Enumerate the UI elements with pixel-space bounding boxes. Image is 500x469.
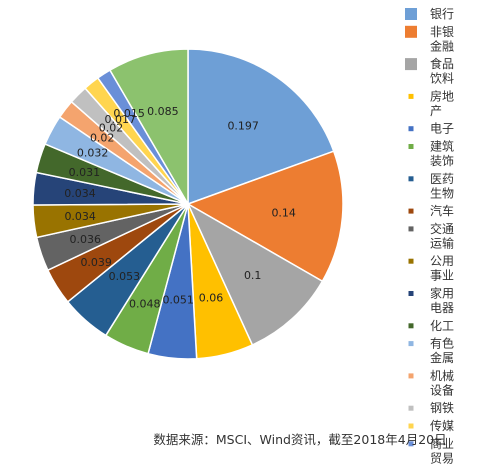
legend-swatch-16 bbox=[408, 441, 414, 447]
pie-value-label-17: 0.085 bbox=[147, 105, 179, 118]
legend-item-0: 银行 bbox=[405, 7, 454, 21]
pie-value-label-14: 0.02 bbox=[99, 122, 124, 135]
legend-swatch-3 bbox=[408, 93, 414, 99]
legend-item-4: 电子 bbox=[408, 122, 454, 136]
pie-value-label-10: 0.034 bbox=[64, 187, 96, 200]
legend-swatch-5 bbox=[408, 144, 414, 149]
legend-label-9: 公用事业 bbox=[430, 254, 454, 283]
legend-label-14: 钢铁 bbox=[430, 401, 454, 415]
pie-value-label-16: 0.015 bbox=[113, 107, 145, 120]
pie-value-label-1: 0.14 bbox=[271, 206, 296, 219]
pie-slice-2 bbox=[186, 202, 324, 346]
legend-item-6: 医药生物 bbox=[408, 172, 454, 201]
legend-swatch-11 bbox=[408, 323, 414, 329]
legend-item-12: 有色金属 bbox=[408, 337, 454, 366]
pie-value-label-7: 0.039 bbox=[80, 256, 112, 269]
source-note: 数据来源：MSCI、Wind资讯，截至2018年4月20日 bbox=[153, 432, 446, 447]
legend-item-9: 公用事业 bbox=[408, 254, 454, 283]
pie-value-label-11: 0.031 bbox=[69, 166, 101, 179]
legend-swatch-9 bbox=[408, 258, 414, 264]
pie-slices bbox=[32, 48, 344, 360]
legend-item-11: 化工 bbox=[408, 319, 454, 333]
legend-item-2: 食品饮料 bbox=[405, 56, 454, 86]
pie-value-label-8: 0.036 bbox=[70, 233, 102, 246]
pie-value-label-0: 0.197 bbox=[227, 119, 259, 132]
legend-item-10: 家用电器 bbox=[408, 286, 454, 316]
legend-label-8: 交通运输 bbox=[430, 221, 454, 251]
legend-item-16: 商业贸易 bbox=[408, 436, 454, 466]
legend-label-5: 建筑装饰 bbox=[430, 139, 454, 169]
legend-label-7: 汽车 bbox=[430, 203, 454, 218]
legend-label-12: 有色金属 bbox=[430, 337, 454, 366]
legend-swatch-13 bbox=[408, 373, 414, 379]
legend-swatch-10 bbox=[408, 291, 414, 296]
legend-label-3: 房地产 bbox=[430, 88, 454, 118]
legend-swatch-12 bbox=[408, 341, 414, 347]
legend-swatch-6 bbox=[408, 176, 414, 182]
pie-value-label-2: 0.1 bbox=[244, 269, 262, 282]
legend-item-7: 汽车 bbox=[408, 203, 454, 218]
legend-swatch-2 bbox=[405, 58, 417, 71]
legend-swatch-8 bbox=[408, 226, 414, 232]
legend-item-5: 建筑装饰 bbox=[408, 139, 454, 169]
legend-item-1: 非银金融 bbox=[405, 25, 454, 54]
pie-value-label-4: 0.051 bbox=[162, 294, 194, 307]
pie-value-label-6: 0.053 bbox=[109, 270, 141, 283]
legend-label-6: 医药生物 bbox=[430, 172, 454, 201]
pie-value-label-13: 0.02 bbox=[90, 132, 115, 145]
legend-label-16: 商业贸易 bbox=[430, 436, 454, 466]
legend-label-15: 传媒 bbox=[430, 418, 454, 433]
pie-value-label-3: 0.06 bbox=[199, 291, 224, 304]
legend-swatch-14 bbox=[408, 405, 414, 411]
legend-label-4: 电子 bbox=[430, 122, 454, 136]
legend-label-10: 家用电器 bbox=[430, 286, 454, 316]
pie-value-label-9: 0.034 bbox=[64, 210, 96, 223]
legend-swatch-0 bbox=[405, 8, 417, 20]
legend-item-8: 交通运输 bbox=[408, 221, 454, 251]
legend-item-3: 房地产 bbox=[408, 88, 454, 118]
legend-swatch-4 bbox=[408, 126, 414, 132]
legend-item-13: 机械设备 bbox=[408, 368, 454, 398]
legend-label-13: 机械设备 bbox=[430, 368, 454, 398]
legend: 银行非银金融食品饮料房地产电子建筑装饰医药生物汽车交通运输公用事业家用电器化工有… bbox=[405, 7, 454, 466]
legend-label-11: 化工 bbox=[430, 319, 454, 333]
pie-slice-0 bbox=[187, 48, 335, 206]
legend-swatch-7 bbox=[408, 208, 414, 214]
pie-value-label-5: 0.048 bbox=[129, 298, 161, 311]
legend-swatch-15 bbox=[408, 423, 414, 429]
pie-slice-17 bbox=[108, 48, 189, 207]
legend-item-15: 传媒 bbox=[408, 418, 454, 433]
pie-value-label-12: 0.032 bbox=[77, 146, 109, 159]
legend-swatch-1 bbox=[405, 25, 417, 38]
pie-value-label-15: 0.017 bbox=[105, 113, 137, 126]
legend-item-14: 钢铁 bbox=[408, 401, 454, 415]
legend-label-2: 食品饮料 bbox=[430, 56, 454, 86]
legend-label-0: 银行 bbox=[430, 7, 454, 21]
pie-slice-1 bbox=[186, 150, 344, 283]
legend-label-1: 非银金融 bbox=[430, 25, 454, 54]
